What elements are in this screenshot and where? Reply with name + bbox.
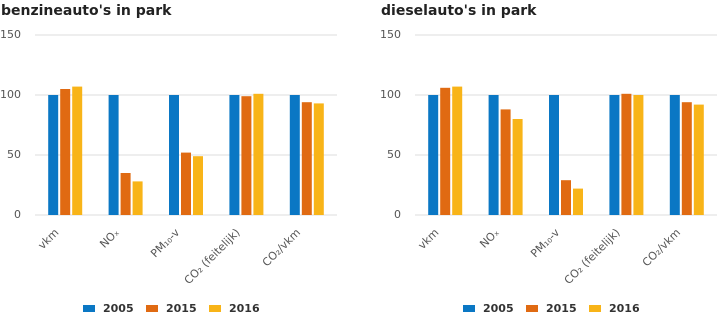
legend-label: 2015: [546, 302, 577, 315]
bar: [669, 95, 680, 215]
bar: [549, 95, 559, 215]
bar: [169, 95, 179, 215]
bar: [561, 180, 571, 215]
x-tick-label: NOₓ: [477, 226, 502, 251]
bar: [301, 102, 312, 215]
y-tick-label: 50: [387, 148, 401, 161]
y-tick-label: 50: [7, 148, 21, 161]
bar: [241, 96, 252, 215]
bar: [108, 95, 119, 215]
bar: [512, 119, 523, 215]
bar: [681, 102, 692, 215]
x-tick-label: CO₂/vkm: [640, 226, 683, 269]
legend-label: 2016: [229, 302, 260, 315]
bar: [428, 95, 439, 215]
bar: [633, 95, 644, 215]
x-tick-label: CO₂ (feitelijk): [562, 226, 623, 287]
bar: [193, 156, 203, 215]
x-tick-label: PM₁₀-v: [528, 226, 562, 260]
y-tick-label: 0: [394, 208, 401, 221]
bar: [253, 93, 264, 215]
x-tick-label: vkm: [416, 226, 442, 252]
legend-swatch: [526, 305, 538, 312]
legend-swatch: [209, 305, 221, 312]
bar: [621, 93, 632, 215]
x-tick-label: vkm: [36, 226, 62, 252]
y-tick-label: 0: [14, 208, 21, 221]
bar: [181, 152, 191, 215]
bar: [229, 95, 240, 215]
bar: [440, 87, 451, 215]
y-tick-label: 100: [380, 88, 401, 101]
bar: [609, 95, 620, 215]
bar: [452, 86, 463, 215]
legend-swatch: [146, 305, 158, 312]
bar: [60, 89, 71, 215]
legend-label: 2005: [483, 302, 514, 315]
legend-label: 2016: [609, 302, 640, 315]
bar: [72, 86, 83, 215]
legend-label: 2005: [103, 302, 134, 315]
y-tick-label: 150: [0, 28, 21, 41]
y-tick-label: 100: [0, 88, 21, 101]
x-tick-label: CO₂ (feitelijk): [182, 226, 243, 287]
bar: [289, 95, 300, 215]
legend-swatch: [83, 305, 95, 312]
legend-swatch: [463, 305, 475, 312]
bar: [573, 188, 583, 215]
legend-label: 2015: [166, 302, 197, 315]
bar: [500, 109, 511, 215]
y-tick-label: 150: [380, 28, 401, 41]
x-tick-label: PM₁₀-v: [148, 226, 182, 260]
bar: [488, 95, 499, 215]
bar: [693, 104, 704, 215]
bar: [132, 181, 143, 215]
legend-swatch: [589, 305, 601, 312]
bar: [313, 103, 324, 215]
x-tick-label: NOₓ: [97, 226, 122, 251]
bar: [120, 173, 131, 215]
chart-title: benzineauto's in park: [1, 3, 172, 19]
chart-title: dieselauto's in park: [381, 3, 537, 19]
bar: [48, 95, 59, 215]
x-tick-label: CO₂/vkm: [260, 226, 303, 269]
